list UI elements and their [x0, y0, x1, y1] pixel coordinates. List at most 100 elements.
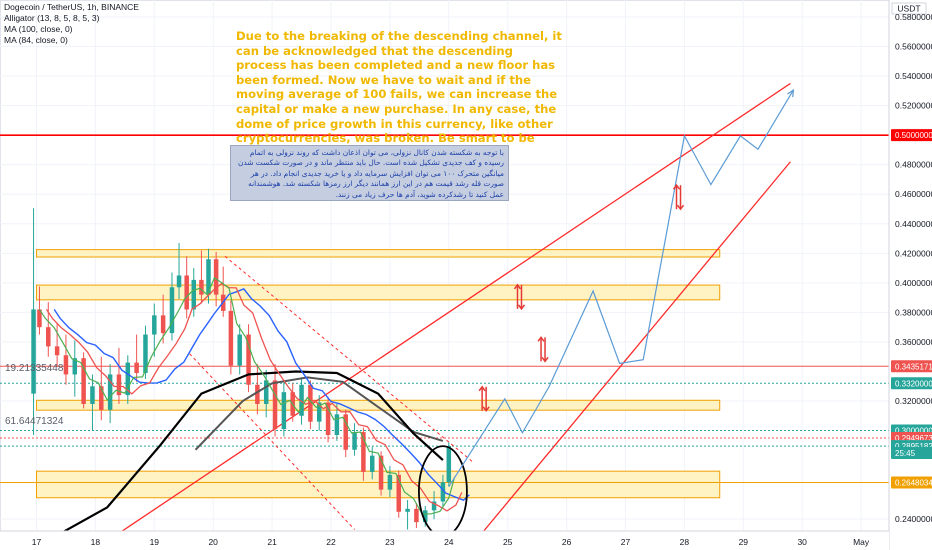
price-tag-label: 25:45	[895, 449, 916, 458]
candle-body	[213, 259, 219, 295]
candle-body	[72, 358, 78, 375]
time-tick-label: 23	[385, 537, 395, 547]
candle-body	[325, 402, 331, 435]
candle-body	[191, 279, 197, 310]
ma84-line	[53, 370, 444, 538]
candle-body	[255, 384, 260, 404]
price-tick-label: 0.3600000	[895, 337, 932, 347]
candle-body	[414, 508, 419, 523]
reversal-arrow-down-head	[541, 356, 549, 363]
time-axis-background	[0, 531, 889, 550]
candle-body	[431, 501, 437, 511]
candle-body	[352, 432, 357, 450]
candle-body	[63, 355, 69, 375]
reversal-arrow-up-head	[513, 283, 522, 290]
candle-body	[176, 275, 182, 288]
candle-body	[378, 455, 384, 490]
reversal-arrow-up-head	[672, 183, 681, 190]
legend-alligator: Alligator (13, 8, 5, 8, 5, 3)	[4, 13, 100, 23]
price-tick-label: 0.4600000	[895, 189, 932, 199]
candle-body	[169, 287, 175, 334]
currency-box	[891, 2, 927, 15]
price-tag-label: 0.2895182	[895, 442, 932, 451]
price-tag-label: 0.5000000	[895, 131, 932, 140]
reversal-arrow-down-head	[482, 406, 490, 413]
price-tag	[891, 447, 932, 460]
price-tick-label: 0.5800000	[895, 12, 932, 22]
candle-body	[361, 432, 366, 472]
candle-body	[90, 386, 95, 404]
candle-body	[184, 275, 189, 310]
candle-body	[152, 315, 157, 335]
price-tag	[891, 377, 932, 390]
reversal-arrow	[672, 183, 685, 211]
price-tag	[891, 476, 932, 489]
alligator-lips-line	[38, 277, 456, 515]
time-axis[interactable]: 17 18 19 20 21 22 23 24 25 26 27 28 29 30 May	[0, 530, 889, 550]
candle-body	[54, 346, 60, 356]
time-tick-label: 28	[680, 537, 690, 547]
price-tag-label: 0.3000000	[895, 427, 932, 436]
candle-body	[387, 474, 393, 490]
price-zone	[36, 249, 721, 258]
time-tick-label: 22	[326, 537, 336, 547]
time-tick-label: 18	[91, 537, 101, 547]
reversal-markers	[478, 183, 685, 413]
price-tag-label: 0.3320000	[895, 379, 932, 388]
price-tick-label: 0.5600000	[895, 42, 932, 52]
candle-body	[299, 384, 304, 416]
reversal-arrow-down-head	[676, 204, 685, 211]
candle-body	[107, 374, 113, 410]
time-tick-label: 29	[739, 537, 749, 547]
chart-legend: Dogecoin / TetherUS, 1h, BINANCE Alligat…	[4, 2, 139, 46]
candle-body	[316, 402, 322, 422]
candle-body	[46, 327, 51, 347]
price-tick-label: 0.5400000	[895, 71, 932, 81]
reversal-arrow	[478, 385, 490, 413]
candle-body	[405, 508, 410, 512]
candle-body	[246, 334, 251, 385]
price-zone	[36, 470, 721, 499]
candle-body	[263, 380, 269, 404]
candle-body	[134, 362, 139, 373]
side-number-label: 19.21335448	[5, 363, 64, 374]
analysis-note-persian: با توجه به شکسته شدن کانال نزولی، می توا…	[230, 145, 509, 201]
ascending-channel-line	[477, 161, 791, 539]
candle-body	[343, 414, 348, 450]
currency-label: USDT	[897, 4, 920, 14]
candle-body	[160, 315, 166, 334]
candle-body	[228, 310, 234, 366]
price-tick-label: 0.4200000	[895, 248, 932, 258]
legend-ma100: MA (100, close, 0)	[4, 24, 73, 34]
reversal-arrow-down-head	[517, 304, 526, 311]
ascending-channel-line	[100, 82, 791, 546]
descending-channel-line	[189, 353, 355, 530]
time-tick-label: 20	[208, 537, 218, 547]
time-tick-label: 30	[797, 537, 807, 547]
projection-line	[448, 89, 794, 488]
price-tick-label: 0.4000000	[895, 278, 932, 288]
time-tick-label: 21	[267, 537, 277, 547]
channel-lines	[100, 82, 791, 546]
price-tick-label: 0.4400000	[895, 219, 932, 229]
price-tag-label: 0.2949673	[895, 434, 932, 443]
candle-body	[308, 384, 313, 422]
candle-body	[237, 334, 242, 366]
candlestick-series	[31, 208, 452, 530]
time-tick-label: 25	[503, 537, 513, 547]
candle-body	[206, 259, 211, 295]
candle-body	[143, 334, 148, 373]
candle-body	[422, 510, 428, 523]
time-tick-label: May	[853, 537, 870, 547]
price-tick-label: 0.3200000	[895, 396, 932, 406]
candle-body	[116, 374, 122, 396]
time-tick-label: 19	[150, 537, 160, 547]
price-tag-label: 0.2648034	[895, 479, 932, 488]
price-tick-label: 0.4800000	[895, 160, 932, 170]
price-zone	[36, 399, 721, 411]
side-number-label: 61.64471324	[5, 416, 64, 427]
candle-body	[369, 455, 375, 472]
reversal-arrow	[513, 283, 526, 311]
